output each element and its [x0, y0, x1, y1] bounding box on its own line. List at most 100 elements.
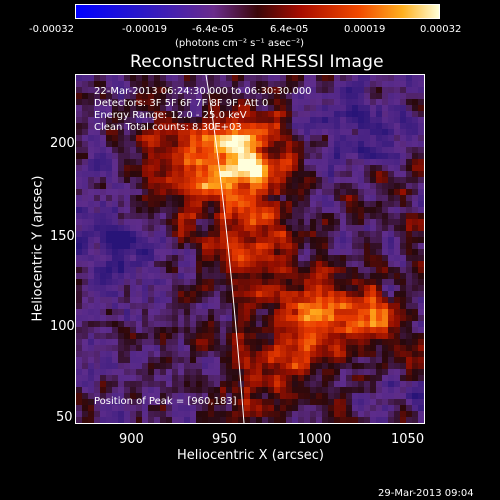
image-pixel: [82, 363, 88, 369]
image-pixel: [82, 117, 88, 123]
image-pixel: [274, 285, 280, 291]
image-pixel: [184, 411, 190, 417]
peak-position-annotation: Position of Peak = [960,183]: [94, 396, 237, 407]
image-pixel: [268, 237, 274, 243]
image-pixel: [262, 147, 268, 153]
image-pixel: [232, 399, 238, 405]
image-pixel: [352, 393, 358, 399]
image-pixel: [76, 243, 82, 249]
image-pixel: [292, 279, 298, 285]
image-pixel: [376, 297, 382, 303]
image-pixel: [238, 147, 244, 153]
image-pixel: [136, 309, 142, 315]
image-pixel: [400, 327, 406, 333]
image-pixel: [238, 153, 244, 159]
image-pixel: [100, 273, 106, 279]
image-pixel: [244, 165, 250, 171]
image-pixel: [94, 351, 100, 357]
image-pixel: [124, 279, 130, 285]
image-pixel: [118, 399, 124, 405]
image-pixel: [400, 279, 406, 285]
image-pixel: [232, 375, 238, 381]
image-pixel: [124, 111, 130, 117]
image-pixel: [334, 303, 340, 309]
image-pixel: [286, 369, 292, 375]
image-pixel: [352, 195, 358, 201]
image-pixel: [196, 315, 202, 321]
image-pixel: [160, 249, 166, 255]
image-pixel: [388, 399, 394, 405]
image-pixel: [364, 327, 370, 333]
image-pixel: [130, 357, 136, 363]
image-pixel: [370, 399, 376, 405]
image-pixel: [172, 369, 178, 375]
image-pixel: [244, 123, 250, 129]
image-pixel: [382, 231, 388, 237]
image-pixel: [310, 201, 316, 207]
image-pixel: [202, 285, 208, 291]
image-pixel: [292, 357, 298, 363]
image-pixel: [160, 399, 166, 405]
y-tick-label: 100: [50, 319, 75, 334]
image-pixel: [76, 411, 82, 417]
image-pixel: [292, 327, 298, 333]
image-pixel: [130, 267, 136, 273]
image-pixel: [160, 207, 166, 213]
image-pixel: [292, 261, 298, 267]
image-pixel: [262, 297, 268, 303]
image-pixel: [244, 147, 250, 153]
image-pixel: [142, 135, 148, 141]
image-pixel: [220, 303, 226, 309]
image-pixel: [220, 87, 226, 93]
image-pixel: [244, 177, 250, 183]
image-pixel: [124, 165, 130, 171]
image-pixel: [226, 75, 232, 81]
image-pixel: [394, 219, 400, 225]
image-pixel: [412, 261, 418, 267]
image-pixel: [130, 93, 136, 99]
image-pixel: [142, 231, 148, 237]
image-pixel: [76, 375, 82, 381]
image-pixel: [304, 183, 310, 189]
image-pixel: [388, 375, 394, 381]
image-pixel: [178, 255, 184, 261]
image-pixel: [358, 375, 364, 381]
image-pixel: [220, 177, 226, 183]
image-pixel: [250, 243, 256, 249]
image-pixel: [214, 411, 220, 417]
image-pixel: [418, 297, 424, 303]
image-pixel: [178, 81, 184, 87]
image-pixel: [352, 375, 358, 381]
image-pixel: [370, 135, 376, 141]
image-pixel: [130, 345, 136, 351]
image-pixel: [346, 321, 352, 327]
image-pixel: [340, 123, 346, 129]
image-pixel: [88, 189, 94, 195]
image-pixel: [286, 249, 292, 255]
image-pixel: [388, 117, 394, 123]
image-pixel: [388, 141, 394, 147]
image-pixel: [268, 177, 274, 183]
image-pixel: [148, 333, 154, 339]
image-pixel: [244, 87, 250, 93]
image-pixel: [256, 201, 262, 207]
image-pixel: [190, 345, 196, 351]
image-pixel: [412, 123, 418, 129]
image-pixel: [166, 249, 172, 255]
image-pixel: [238, 105, 244, 111]
image-pixel: [88, 93, 94, 99]
image-pixel: [214, 291, 220, 297]
image-pixel: [244, 99, 250, 105]
image-pixel: [76, 249, 82, 255]
image-pixel: [376, 303, 382, 309]
image-pixel: [100, 147, 106, 153]
image-pixel: [184, 309, 190, 315]
image-pixel: [298, 189, 304, 195]
image-pixel: [106, 315, 112, 321]
image-pixel: [376, 315, 382, 321]
colorbar-tick: -0.00032: [29, 24, 74, 35]
image-pixel: [214, 357, 220, 363]
image-pixel: [112, 237, 118, 243]
image-pixel: [280, 213, 286, 219]
image-pixel: [310, 351, 316, 357]
